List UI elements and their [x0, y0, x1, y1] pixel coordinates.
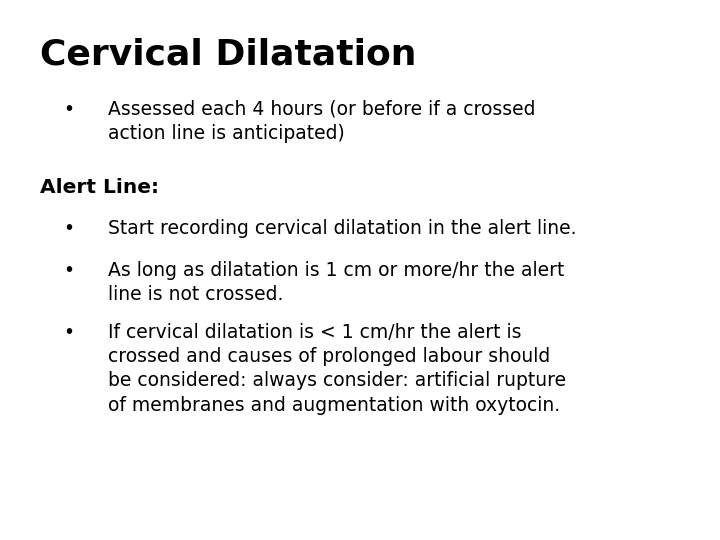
Text: If cervical dilatation is < 1 cm/hr the alert is
crossed and causes of prolonged: If cervical dilatation is < 1 cm/hr the … [108, 323, 566, 415]
Text: •: • [63, 100, 74, 119]
Text: As long as dilatation is 1 cm or more/hr the alert
line is not crossed.: As long as dilatation is 1 cm or more/hr… [108, 261, 564, 304]
Text: Cervical Dilatation: Cervical Dilatation [40, 38, 416, 72]
Text: Assessed each 4 hours (or before if a crossed
action line is anticipated): Assessed each 4 hours (or before if a cr… [108, 100, 536, 143]
Text: •: • [63, 261, 74, 280]
Text: Start recording cervical dilatation in the alert line.: Start recording cervical dilatation in t… [108, 219, 577, 238]
Text: •: • [63, 219, 74, 238]
Text: Alert Line:: Alert Line: [40, 178, 158, 197]
Text: •: • [63, 323, 74, 342]
